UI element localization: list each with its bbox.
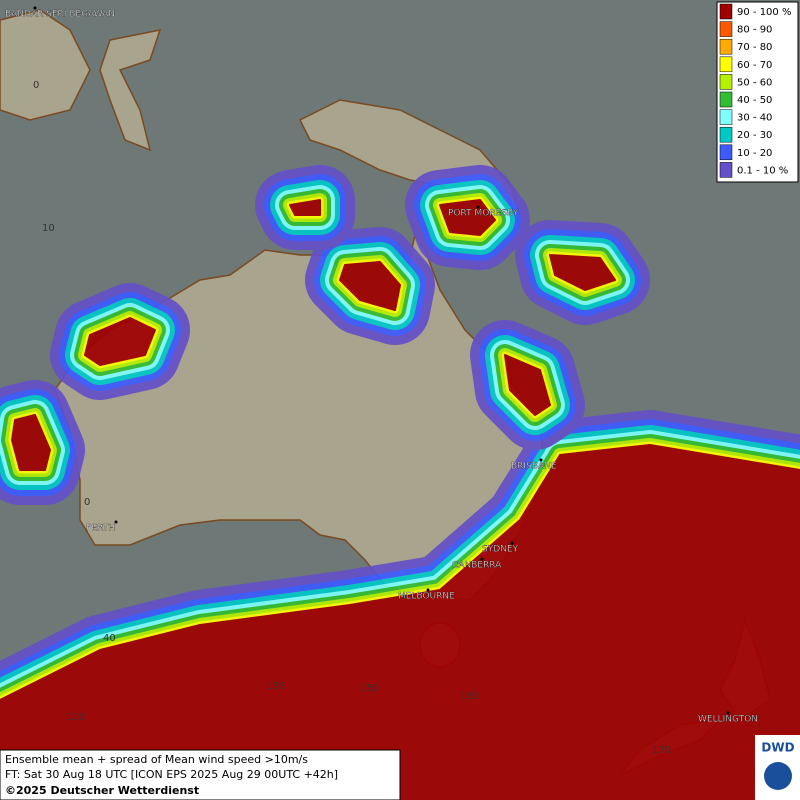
- grid-label: 160: [460, 691, 479, 702]
- legend-label: 0.1 - 10 %: [737, 165, 788, 176]
- place-dot: [426, 588, 430, 592]
- place-dot: [510, 541, 514, 545]
- legend-swatch: [719, 21, 733, 37]
- legend-label: 90 - 100 %: [737, 7, 791, 18]
- grid-label: 150: [360, 683, 379, 694]
- wind-core: [289, 199, 321, 216]
- place-label: CANBERRA: [452, 561, 502, 571]
- place-label: PORT MORESBY: [448, 209, 519, 219]
- legend-label: 80 - 90: [737, 25, 772, 36]
- borneo: [0, 9, 91, 121]
- grid-label: 130: [266, 681, 285, 692]
- place-dot: [476, 205, 480, 209]
- legend-label: 20 - 30: [737, 130, 772, 141]
- wind-core: [339, 261, 401, 311]
- legend-swatch: [719, 56, 733, 73]
- legend-swatch: [719, 126, 733, 143]
- grid-label: 10: [42, 223, 55, 234]
- place-dot: [480, 557, 484, 561]
- wind-core: [84, 317, 156, 366]
- legend-swatch: [719, 74, 733, 90]
- legend-swatch: [719, 162, 733, 178]
- legend-swatch: [719, 38, 733, 55]
- legend-label: 40 - 50: [737, 95, 772, 106]
- place-dot: [33, 6, 37, 10]
- sulawesi: [99, 29, 162, 152]
- caption: FT: Sat 30 Aug 18 UTC [ICON EPS 2025 Aug…: [5, 768, 338, 781]
- place-label: BRISBANE: [511, 462, 557, 472]
- place-label: MELBOURNE: [398, 592, 455, 602]
- place-label: WELLINGTON: [698, 715, 758, 725]
- caption: Ensemble mean + spread of Mean wind spee…: [5, 753, 308, 766]
- legend-swatch: [719, 91, 733, 108]
- legend-label: 10 - 20: [737, 148, 772, 159]
- place-dot: [114, 520, 118, 524]
- logo-icon: [764, 762, 792, 790]
- wind-core: [504, 354, 551, 416]
- wind-core: [11, 414, 51, 471]
- legend-swatch: [719, 3, 733, 20]
- legend-swatch: [719, 109, 733, 125]
- place-label: SYDNEY: [482, 545, 519, 555]
- caption-box: [0, 749, 401, 800]
- place-label: PERTH: [86, 524, 115, 534]
- legend-label: 30 - 40: [737, 113, 772, 124]
- legend-label: 60 - 70: [737, 60, 772, 71]
- legend-label: 50 - 60: [737, 77, 772, 88]
- grid-label: 110: [66, 712, 85, 723]
- wind-core: [549, 254, 616, 291]
- legend-swatch: [719, 144, 733, 161]
- place-label: BANDAR SERI BEGAWAN: [5, 10, 115, 20]
- logo: DWD: [761, 741, 794, 755]
- wind-core: [439, 199, 496, 236]
- place-dot: [539, 458, 543, 462]
- grid-label: 0: [33, 80, 39, 91]
- grid-label: 40: [103, 633, 116, 644]
- legend-label: 70 - 80: [737, 42, 772, 53]
- grid-label: 170: [652, 745, 671, 756]
- place-dot: [726, 711, 730, 715]
- legend: 90 - 100 % 80 - 90 70 - 80 60 - 70 50 - 60 40…: [716, 1, 799, 183]
- grid-label: 0: [84, 497, 90, 508]
- caption: ©2025 Deutscher Wetterdienst: [5, 784, 199, 797]
